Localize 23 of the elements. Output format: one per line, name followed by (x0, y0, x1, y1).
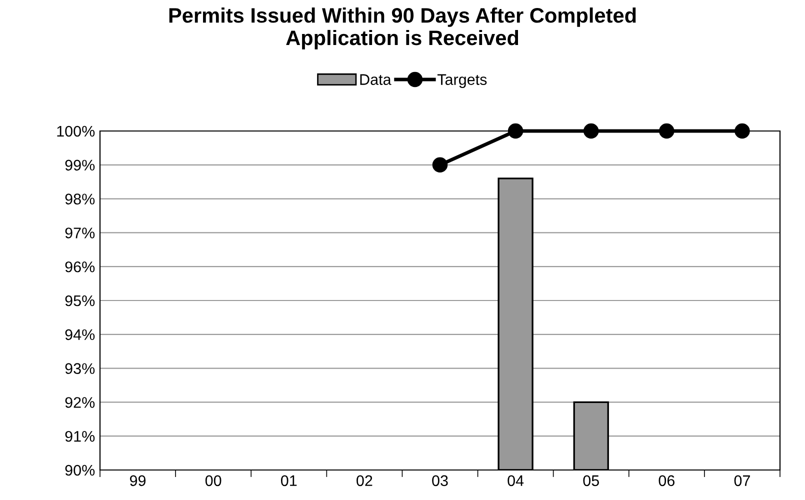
legend-label: Data (360, 74, 392, 85)
x-tick-label: 00 (205, 475, 222, 486)
x-tick-label: 02 (356, 475, 372, 486)
y-tick-label: 90% (65, 464, 95, 476)
x-tick-label: 03 (432, 475, 448, 486)
y-tick-label: 91% (65, 430, 95, 442)
y-tick-label: 99% (65, 160, 95, 171)
y-tick-label: 94% (65, 329, 95, 340)
y-tick-label: 93% (65, 363, 95, 374)
y-tick-label: 92% (65, 397, 95, 408)
x-tick-label: 07 (734, 475, 750, 486)
x-tick-label: 01 (280, 475, 297, 486)
legend-label: Targets (437, 74, 487, 88)
y-tick-label: 95% (65, 295, 95, 306)
y-tick-label: 97% (65, 228, 95, 238)
x-tick-label: 05 (583, 475, 599, 486)
y-tick-label: 96% (65, 261, 95, 272)
x-tick-label: 99 (130, 475, 146, 486)
y-tick-label: 98% (65, 194, 95, 204)
y-tick-label: 100% (57, 126, 95, 137)
chart-title: Permits Issued Within 90 Days After Completed Application is Received (169, 8, 636, 50)
x-tick-label: 06 (658, 475, 674, 486)
x-tick-label: 04 (508, 475, 524, 486)
